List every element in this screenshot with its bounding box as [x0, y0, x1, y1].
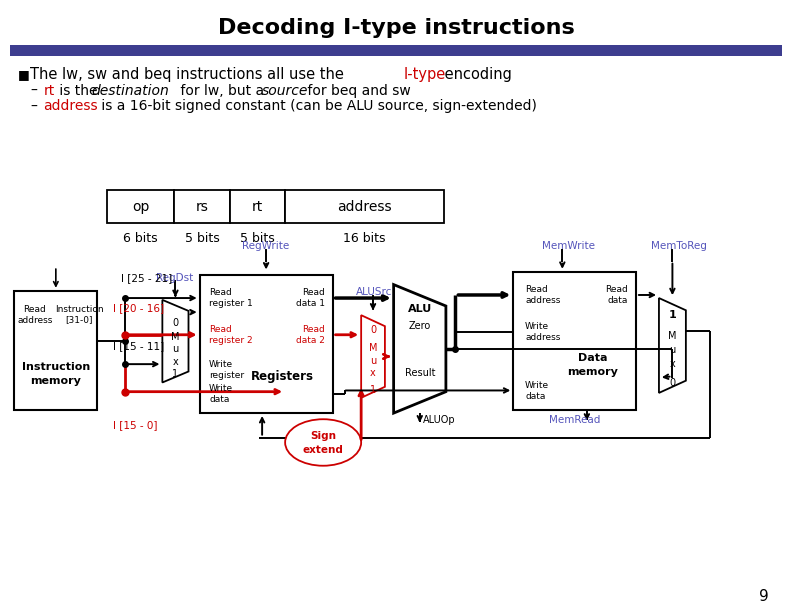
Text: Read: Read [525, 285, 548, 294]
Bar [285, 190, 444, 223]
Text: RegWrite: RegWrite [242, 241, 290, 251]
Text: address: address [525, 296, 561, 305]
Text: MemWrite: MemWrite [543, 241, 595, 251]
Text: address: address [44, 100, 98, 113]
Text: register 2: register 2 [209, 336, 253, 345]
Text: I [15 - 0]: I [15 - 0] [113, 420, 158, 430]
Polygon shape [162, 300, 188, 382]
Bar [107, 190, 174, 223]
Text: Read: Read [302, 325, 325, 334]
Text: is the: is the [55, 84, 102, 97]
Text: 0: 0 [669, 378, 676, 389]
Text: rs: rs [196, 200, 208, 214]
Bar [10, 45, 782, 56]
Text: ■: ■ [17, 68, 29, 81]
Text: source: source [261, 84, 308, 97]
Text: for lw, but a: for lw, but a [176, 84, 268, 97]
Text: ALU: ALU [408, 304, 432, 314]
Text: 5 bits: 5 bits [240, 232, 275, 245]
Text: rt: rt [252, 200, 263, 214]
Text: Result: Result [405, 368, 435, 378]
Text: register 1: register 1 [209, 299, 253, 308]
Text: M: M [369, 343, 377, 353]
Text: rt: rt [44, 84, 55, 97]
Text: The lw, sw and beq instructions all use the: The lw, sw and beq instructions all use … [30, 67, 348, 82]
Text: 1: 1 [173, 369, 178, 379]
Bar [230, 190, 285, 223]
Text: Decoding I-type instructions: Decoding I-type instructions [218, 18, 574, 37]
Text: extend: extend [303, 445, 344, 455]
Text: [31-0]: [31-0] [66, 316, 93, 324]
Text: u: u [370, 356, 376, 365]
Text: Write: Write [525, 322, 549, 330]
Polygon shape [659, 298, 686, 393]
Text: 0: 0 [173, 318, 178, 328]
Text: x: x [370, 368, 376, 378]
Text: memory: memory [30, 376, 82, 386]
Text: data: data [209, 395, 230, 404]
Ellipse shape [285, 419, 361, 466]
Text: –: – [30, 84, 37, 97]
Polygon shape [361, 315, 385, 398]
Text: address: address [525, 333, 561, 341]
Text: MemRead: MemRead [550, 416, 600, 425]
Text: address: address [337, 200, 391, 214]
Text: 9: 9 [760, 589, 769, 604]
Text: Read: Read [24, 305, 46, 313]
Text: 16 bits: 16 bits [343, 232, 386, 245]
Text: Write: Write [209, 360, 233, 368]
Text: RegDst: RegDst [156, 273, 194, 283]
Bar [200, 275, 333, 413]
Text: ALUOp: ALUOp [423, 416, 456, 425]
Text: ALUSrc: ALUSrc [356, 287, 392, 297]
Text: data 1: data 1 [295, 299, 325, 308]
Text: I [25 - 21]: I [25 - 21] [121, 274, 173, 283]
Text: x: x [669, 359, 676, 370]
Text: Sign: Sign [310, 431, 336, 441]
Text: op: op [132, 200, 149, 214]
Text: I-type: I-type [404, 67, 446, 82]
Text: register: register [209, 371, 244, 379]
Text: 6 bits: 6 bits [124, 232, 158, 245]
Text: Read: Read [209, 325, 232, 334]
Text: Read: Read [302, 288, 325, 297]
Text: Instruction: Instruction [21, 362, 90, 372]
Text: I [15 - 11]: I [15 - 11] [113, 341, 165, 351]
Text: data: data [525, 392, 546, 401]
Text: for beq and sw: for beq and sw [303, 84, 410, 97]
Text: Data: Data [578, 353, 607, 363]
Text: data 2: data 2 [296, 336, 325, 345]
Text: u: u [669, 345, 676, 355]
Text: memory: memory [568, 367, 619, 377]
Text: encoding: encoding [440, 67, 512, 82]
Bar [174, 190, 230, 223]
Text: Zero: Zero [409, 321, 431, 331]
Text: Instruction: Instruction [55, 305, 104, 313]
Bar [513, 272, 636, 410]
Text: Write: Write [209, 384, 233, 393]
Text: 0: 0 [370, 325, 376, 335]
Text: M: M [171, 332, 180, 342]
Text: data: data [607, 296, 628, 305]
Bar [14, 291, 97, 410]
Text: MemToReg: MemToReg [651, 241, 706, 251]
Text: 1: 1 [370, 384, 376, 395]
Text: 1: 1 [668, 310, 676, 320]
Text: M: M [668, 331, 676, 341]
Text: Read: Read [209, 288, 232, 297]
Text: –: – [30, 100, 37, 113]
Text: Write: Write [525, 381, 549, 390]
Text: Read: Read [605, 285, 628, 294]
Text: u: u [173, 345, 178, 354]
Text: I [20 - 16]: I [20 - 16] [113, 303, 165, 313]
Polygon shape [394, 285, 446, 413]
Text: destination: destination [91, 84, 169, 97]
Text: 5 bits: 5 bits [185, 232, 219, 245]
Text: address: address [17, 316, 52, 324]
Text: is a 16-bit signed constant (can be ALU source, sign-extended): is a 16-bit signed constant (can be ALU … [97, 100, 536, 113]
Text: Registers: Registers [250, 370, 314, 383]
Text: x: x [173, 357, 178, 367]
